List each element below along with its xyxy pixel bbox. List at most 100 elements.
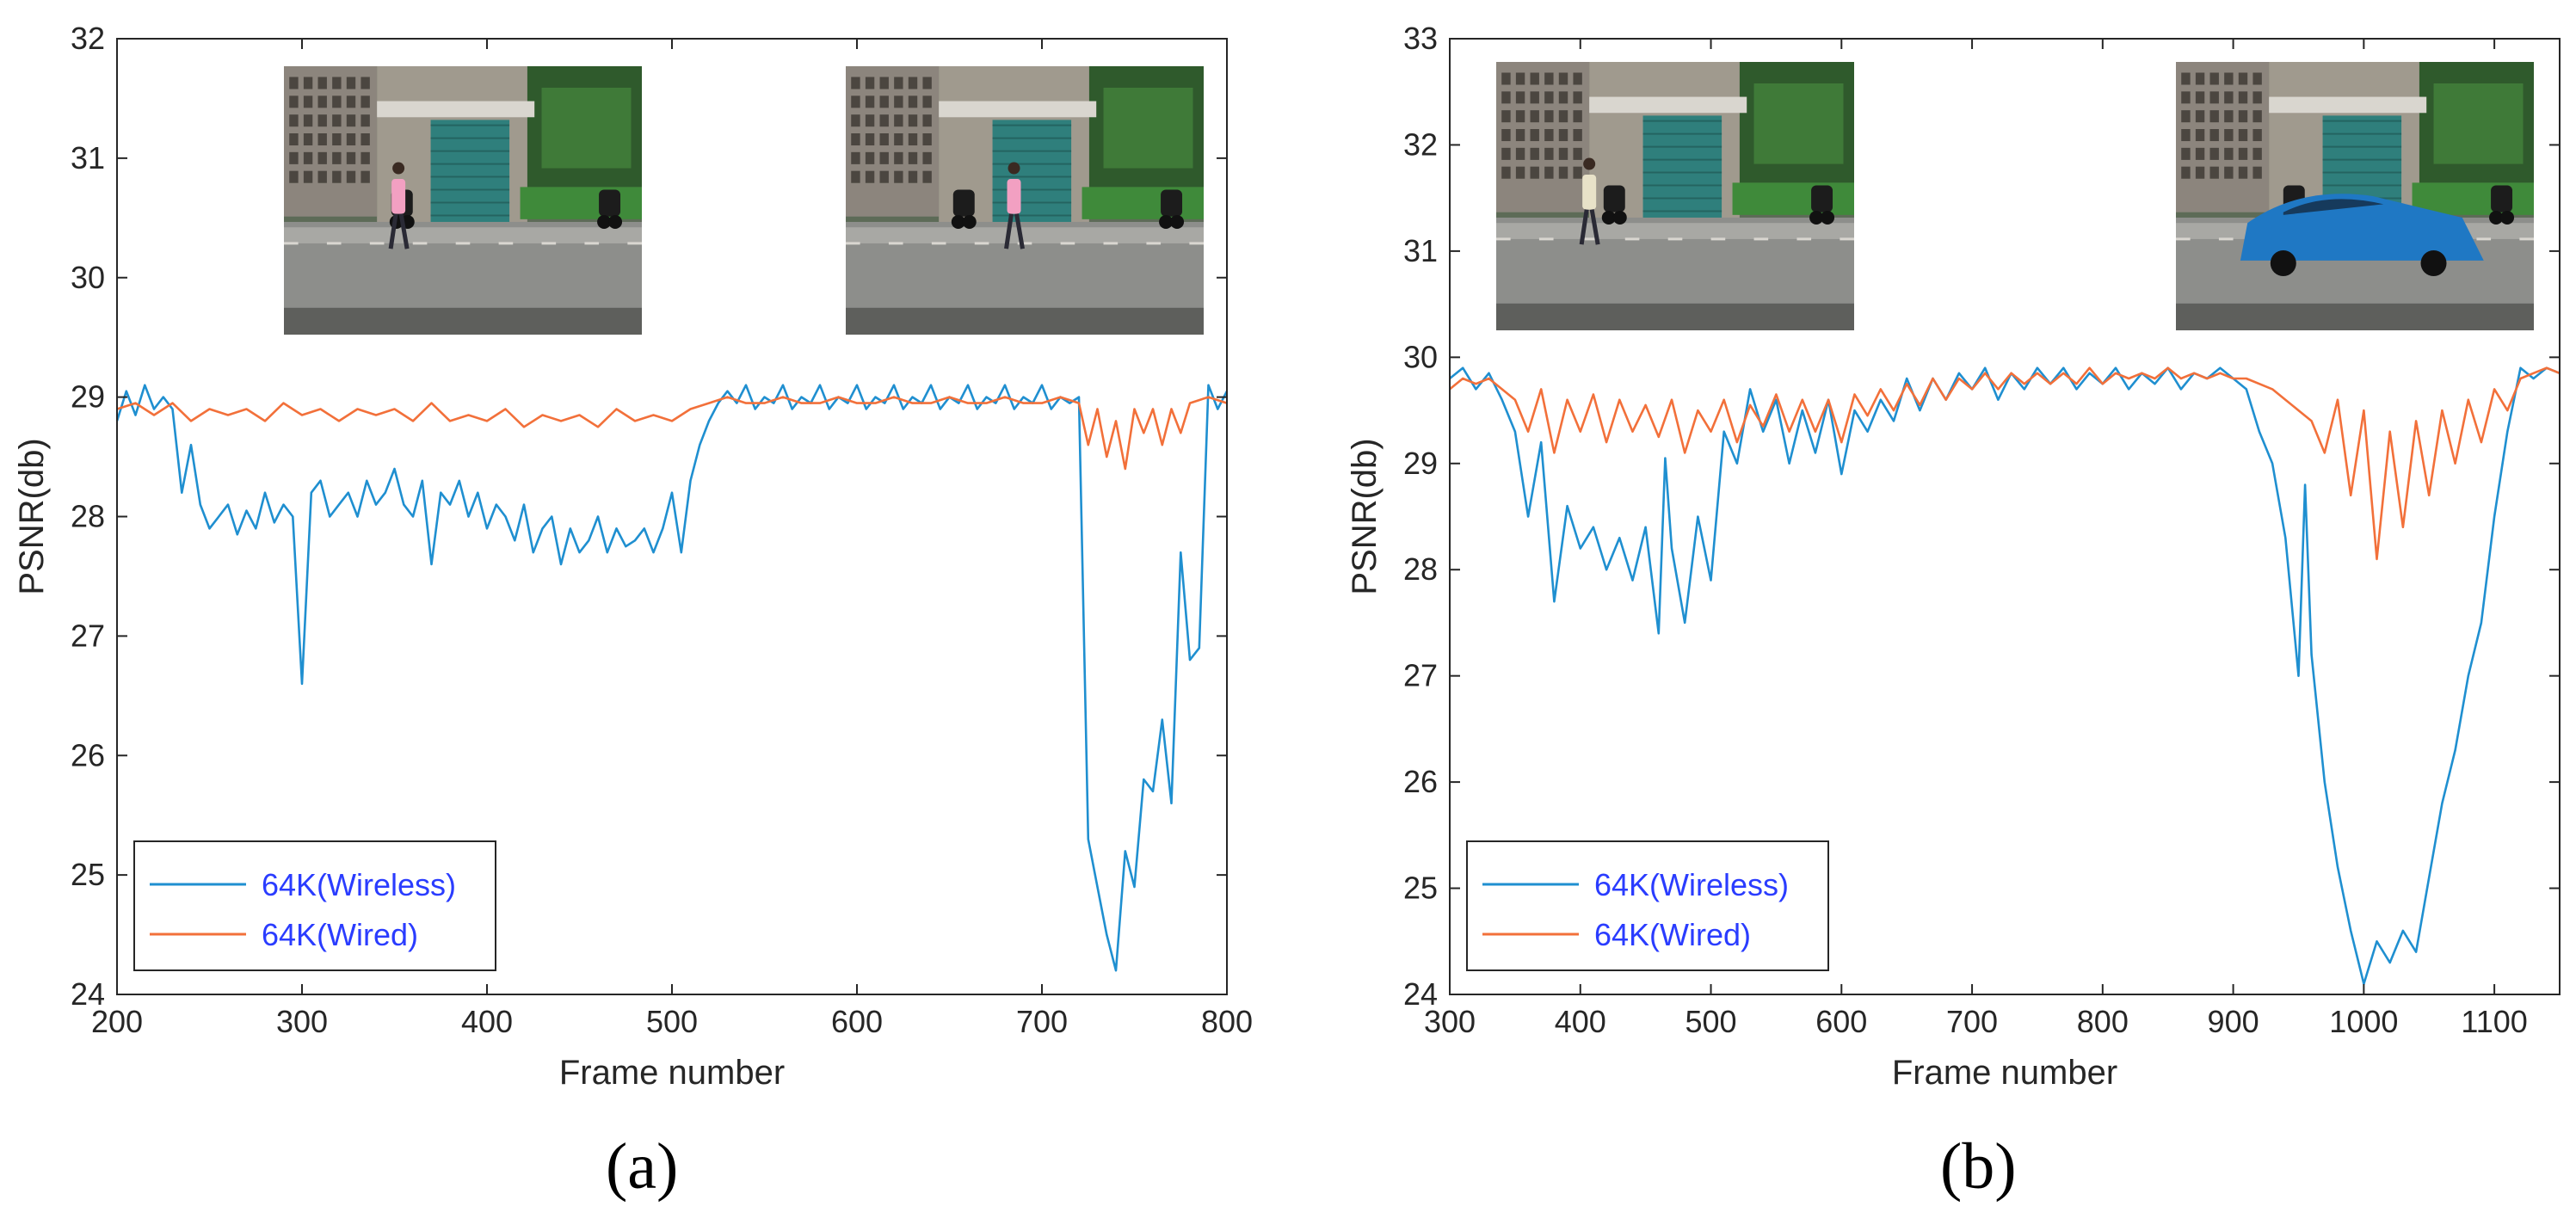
legend-label-wireless: 64K(Wireless) (1594, 867, 1789, 902)
lattice-hole (2195, 91, 2205, 104)
awning (1589, 96, 1747, 114)
x-tick-label: 1100 (2461, 1004, 2527, 1039)
lattice-hole (908, 114, 918, 127)
lattice-hole (894, 114, 903, 127)
inset-image-walker (1496, 62, 1854, 330)
x-axis-label: Frame number (559, 1054, 785, 1092)
lattice-hole (332, 114, 342, 127)
lattice-hole (1573, 72, 1582, 85)
lattice-hole (317, 133, 327, 146)
lattice-hole (289, 133, 299, 146)
car-window (2283, 199, 2384, 215)
lattice-hole (346, 133, 356, 146)
scooter-wheel (2500, 210, 2515, 225)
scooter (1811, 185, 1833, 212)
lattice-hole (865, 77, 875, 89)
x-tick-label: 400 (461, 1004, 513, 1039)
lattice-hole (2238, 147, 2248, 160)
x-tick-label: 500 (646, 1004, 698, 1039)
scooter (2491, 185, 2513, 212)
lattice-hole (346, 95, 356, 108)
lattice-hole (2195, 72, 2205, 85)
panel-b-caption: (b) (1940, 1130, 2017, 1203)
lattice-hole (1501, 110, 1511, 123)
lattice-hole (908, 95, 918, 108)
lattice-hole (317, 95, 327, 108)
lattice-hole (2181, 91, 2191, 104)
lattice-hole (1573, 129, 1582, 142)
lattice-hole (1544, 129, 1554, 142)
lattice-hole (851, 170, 860, 183)
lattice-hole (346, 114, 356, 127)
lattice-hole (1515, 110, 1525, 123)
lattice-hole (1544, 91, 1554, 104)
lattice-hole (303, 133, 313, 146)
lattice-hole (2238, 110, 2248, 123)
scooter (952, 189, 975, 217)
person-leg (1014, 213, 1025, 249)
lattice-hole (317, 114, 327, 127)
lattice-hole (1544, 166, 1554, 179)
lattice-hole (289, 170, 299, 183)
chart-panel-b: 300 400 500 600 700 800 900 1000 1100 24 25 26 27 28 2… (1346, 21, 2561, 1092)
lattice-hole (332, 151, 342, 164)
lattice-hole (2224, 72, 2234, 85)
lattice-hole (894, 133, 903, 146)
lattice-hole (2224, 129, 2234, 142)
lattice-hole (865, 133, 875, 146)
x-tick-label: 500 (1685, 1004, 1736, 1039)
lattice-hole (1544, 147, 1554, 160)
lattice-hole (2195, 110, 2205, 123)
lattice-hole (1515, 91, 1525, 104)
series-line-wired (1449, 366, 2561, 561)
lattice-hole (1558, 72, 1568, 85)
lattice-hole (1558, 129, 1568, 142)
lattice-hole (303, 151, 313, 164)
lattice-hole (2224, 147, 2234, 160)
lattice-hole (851, 133, 860, 146)
lawn (2412, 182, 2534, 215)
y-tick-label: 27 (71, 618, 105, 653)
lattice-hole (361, 114, 370, 127)
y-tick-label: 24 (71, 976, 105, 1012)
lattice-hole (851, 151, 860, 164)
y-tick-label: 31 (1403, 233, 1438, 268)
lattice-hole (865, 114, 875, 127)
road-edge (284, 307, 642, 335)
y-tick-label: 30 (1403, 339, 1438, 374)
lattice-hole (1573, 147, 1582, 160)
lattice-hole (317, 151, 327, 164)
y-tick-label: 28 (1403, 551, 1438, 587)
lattice-hole (2209, 72, 2219, 85)
lattice-hole (1558, 166, 1568, 179)
x-tick-label: 800 (2077, 1004, 2129, 1039)
scooter-wheel (1170, 214, 1185, 229)
y-axis-label: PSNR(db) (13, 438, 51, 594)
lattice-hole (1573, 166, 1582, 179)
lattice-hole (908, 170, 918, 183)
lattice-hole (317, 170, 327, 183)
scooter-wheel (1612, 210, 1627, 225)
scooter-wheel (608, 214, 623, 229)
tree-foliage (541, 87, 632, 169)
lattice-hole (1530, 166, 1539, 179)
lattice-hole (2181, 72, 2191, 85)
lattice-hole (2252, 147, 2262, 160)
road-edge (2176, 303, 2534, 330)
lattice-hole (2195, 166, 2205, 179)
lattice-hole (332, 133, 342, 146)
lattice-hole (908, 133, 918, 146)
axes-frame (1449, 38, 2561, 995)
person-body (391, 179, 406, 214)
teal-shutter (430, 120, 510, 228)
y-tick-label: 25 (71, 857, 105, 892)
legend-box (133, 840, 496, 971)
lattice-hole (894, 77, 903, 89)
y-tick-label: 27 (1403, 658, 1438, 693)
lattice-hole (2195, 147, 2205, 160)
x-tick-label: 300 (276, 1004, 328, 1039)
inset-image-runner (846, 66, 1204, 335)
x-tick-label: 700 (1946, 1004, 1998, 1039)
road-edge (1496, 303, 1854, 330)
lattice-hole (922, 133, 932, 146)
